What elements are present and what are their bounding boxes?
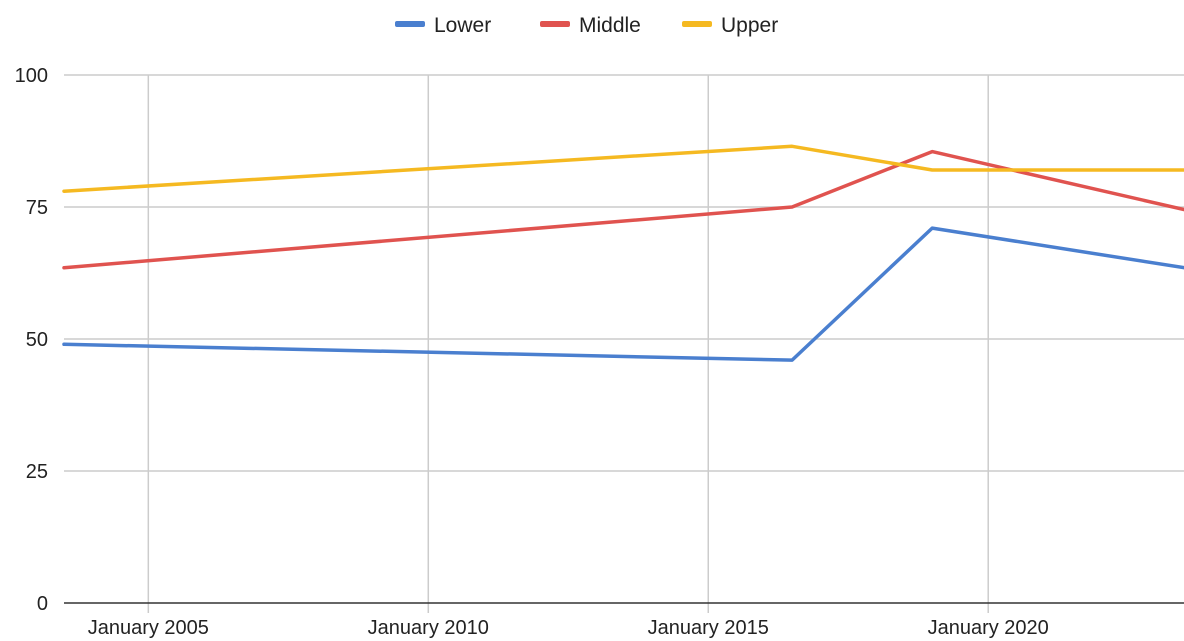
- legend-item-upper[interactable]: Upper: [682, 14, 778, 37]
- series-line-middle: [62, 149, 1184, 270]
- series-line-lower: [62, 226, 1184, 362]
- legend-swatch: [682, 21, 712, 27]
- legend-swatch: [395, 21, 425, 27]
- legend-swatch: [540, 21, 570, 27]
- legend: Lower Middle Upper: [395, 14, 778, 37]
- x-tick-label: January 2015: [648, 617, 769, 639]
- legend-item-middle[interactable]: Middle: [540, 14, 641, 37]
- x-tick-label: January 2020: [928, 617, 1049, 639]
- gridlines: [64, 74, 1184, 613]
- y-tick-label: 50: [26, 329, 48, 351]
- legend-label: Middle: [579, 14, 641, 37]
- y-tick-label: 0: [37, 593, 48, 615]
- series-layer: [62, 144, 1184, 362]
- legend-label: Upper: [721, 14, 778, 37]
- x-tick-label: January 2010: [368, 617, 489, 639]
- y-tick-label: 75: [26, 197, 48, 219]
- series-line-upper: [62, 144, 1184, 193]
- x-axis-ticks: January 2005 January 2010 January 2015 Janu…: [88, 617, 1049, 639]
- y-tick-label: 25: [26, 461, 48, 483]
- y-axis-ticks: 0 25 50 75 100: [15, 65, 48, 615]
- legend-label: Lower: [434, 14, 491, 37]
- x-tick-label: January 2005: [88, 617, 209, 639]
- y-tick-label: 100: [15, 65, 48, 87]
- legend-item-lower[interactable]: Lower: [395, 14, 491, 37]
